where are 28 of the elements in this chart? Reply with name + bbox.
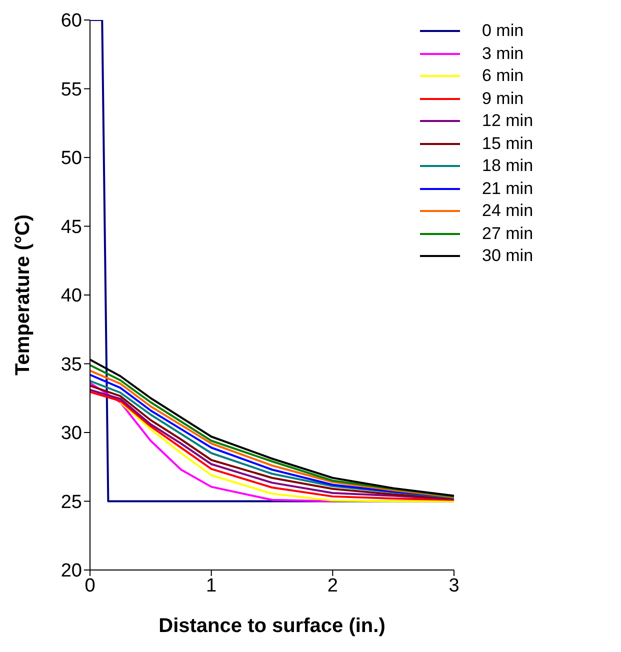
y-tick-label: 60: [60, 10, 82, 32]
line-series: [119, 401, 454, 502]
x-tick-label: 3: [448, 575, 460, 596]
y-tick-label: 45: [60, 216, 82, 238]
line-series: [90, 382, 334, 502]
y-tick-label: 40: [60, 286, 82, 307]
legend-label: 3 min: [482, 44, 524, 64]
legend-label: 18 min: [482, 156, 534, 176]
x-tick-label: 1: [206, 575, 217, 596]
legend-label: 0 min: [482, 21, 524, 42]
y-tick-label: 35: [60, 354, 82, 376]
legend-label: 27 min: [482, 224, 534, 244]
x-axis-title: Distance to surface (in.): [158, 615, 386, 637]
y-tick-label: 30: [60, 423, 82, 444]
x-tick-label: 0: [84, 575, 96, 596]
y-tick-label: 25: [60, 492, 82, 513]
y-axis-title: Temperature (°C): [12, 214, 34, 376]
legend-label: 9 min: [482, 88, 524, 109]
y-tick-label: 55: [60, 79, 82, 100]
legend-label: 24 min: [482, 201, 534, 222]
x-tick-label: 2: [327, 575, 338, 596]
y-tick-label: 20: [60, 560, 82, 582]
legend-label: 6 min: [482, 66, 524, 86]
legend-label: 21 min: [482, 178, 534, 199]
legend-label: 15 min: [482, 134, 534, 154]
legend-label: 30 min: [482, 246, 534, 266]
y-tick-label: 50: [60, 148, 82, 170]
legend-label: 12 min: [482, 111, 534, 132]
